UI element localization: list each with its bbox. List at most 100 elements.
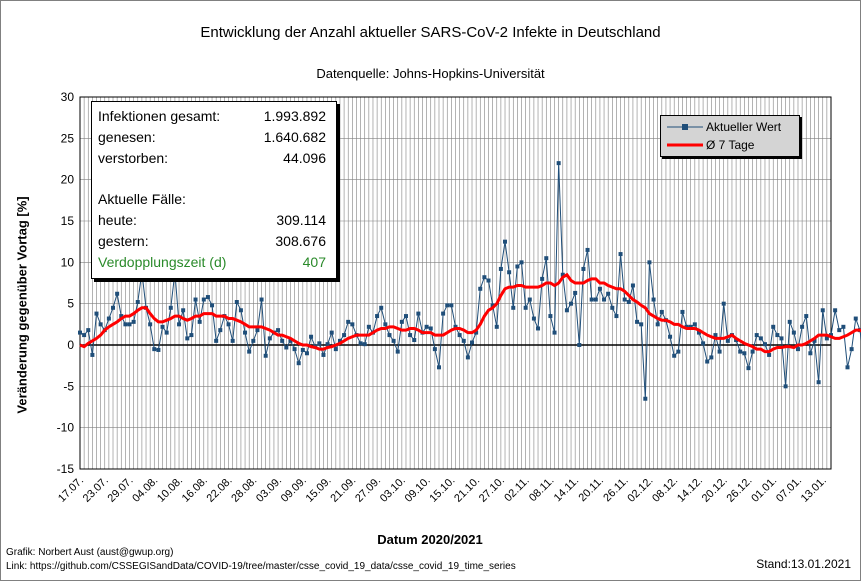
data-point bbox=[193, 297, 198, 302]
data-point bbox=[218, 328, 223, 333]
data-point bbox=[696, 330, 701, 335]
data-point bbox=[837, 328, 842, 333]
data-point bbox=[750, 349, 755, 354]
series-line-7-tage bbox=[79, 272, 861, 354]
x-tick-label: 27.09. bbox=[353, 475, 383, 505]
data-point bbox=[106, 316, 111, 321]
data-point bbox=[560, 272, 565, 277]
heute-label: heute: bbox=[98, 212, 137, 228]
data-point bbox=[643, 396, 648, 401]
x-tick-label: 28.08. bbox=[229, 475, 259, 505]
x-tick-label: 02.12. bbox=[625, 475, 655, 505]
verstorben-row: verstorben: 44.096 bbox=[98, 150, 326, 168]
data-point bbox=[300, 347, 305, 352]
data-point bbox=[787, 319, 792, 324]
data-point bbox=[391, 338, 396, 343]
y-tick-label: -5 bbox=[63, 379, 74, 393]
data-point bbox=[651, 297, 656, 302]
data-point bbox=[366, 324, 371, 329]
data-point bbox=[573, 290, 578, 295]
statistics-box: Infektionen gesamt: 1.993.892 genesen: 1… bbox=[91, 101, 337, 279]
data-point bbox=[115, 291, 120, 296]
y-tick-label: -15 bbox=[57, 462, 75, 476]
data-point bbox=[544, 256, 549, 261]
data-point bbox=[362, 342, 367, 347]
heute-row: heute: 309.114 bbox=[98, 212, 326, 230]
y-tick-label: 15 bbox=[61, 214, 75, 228]
x-tick-label: 01.01. bbox=[749, 475, 779, 505]
data-point bbox=[201, 297, 206, 302]
data-point bbox=[548, 314, 553, 319]
data-point bbox=[185, 336, 190, 341]
data-point bbox=[668, 334, 673, 339]
data-point bbox=[251, 338, 256, 343]
data-point bbox=[503, 239, 508, 244]
data-point bbox=[808, 351, 813, 356]
data-point bbox=[284, 345, 289, 350]
data-point bbox=[816, 380, 821, 385]
x-tick-label: 08.12. bbox=[650, 475, 680, 505]
x-tick-label: 16.08. bbox=[180, 475, 210, 505]
data-point bbox=[783, 384, 788, 389]
data-point bbox=[841, 324, 846, 329]
x-tick-label: 29.07. bbox=[106, 475, 136, 505]
x-tick-label: 21.10. bbox=[452, 475, 482, 505]
data-point bbox=[581, 266, 586, 271]
data-point bbox=[804, 314, 809, 319]
data-point bbox=[833, 308, 838, 313]
data-point bbox=[148, 322, 153, 327]
data-point bbox=[399, 319, 404, 324]
data-point bbox=[523, 305, 528, 310]
data-point bbox=[800, 324, 805, 329]
data-point bbox=[746, 366, 751, 371]
data-point bbox=[709, 355, 714, 360]
data-point bbox=[556, 161, 561, 166]
data-point bbox=[346, 319, 351, 324]
data-point bbox=[226, 322, 231, 327]
data-point bbox=[552, 330, 557, 335]
data-point bbox=[680, 309, 685, 314]
data-point bbox=[214, 338, 219, 343]
data-point bbox=[189, 333, 194, 338]
data-point bbox=[470, 340, 475, 345]
data-point bbox=[160, 324, 165, 329]
infektionen-label: Infektionen gesamt: bbox=[98, 108, 221, 124]
data-point bbox=[775, 333, 780, 338]
data-point bbox=[762, 342, 767, 347]
legend-label-aktueller-wert: Aktueller Wert bbox=[706, 120, 782, 134]
stand-date: Stand:13.01.2021 bbox=[756, 557, 851, 571]
data-point bbox=[119, 314, 124, 319]
data-point bbox=[474, 330, 479, 335]
data-point bbox=[111, 305, 116, 310]
y-tick-label: 30 bbox=[61, 90, 75, 104]
data-point bbox=[441, 311, 446, 316]
x-tick-label: 07.01. bbox=[774, 475, 804, 505]
data-point bbox=[408, 333, 413, 338]
data-point bbox=[156, 347, 161, 352]
data-point bbox=[333, 347, 338, 352]
data-point bbox=[78, 330, 82, 335]
data-point bbox=[795, 347, 800, 352]
data-point bbox=[853, 316, 858, 321]
genesen-value: 1.640.682 bbox=[263, 129, 326, 145]
data-point bbox=[403, 314, 408, 319]
data-point bbox=[618, 252, 623, 257]
data-point bbox=[325, 342, 330, 347]
legend-item-durchschnitt: Ø 7 Tage bbox=[661, 136, 799, 154]
chart-subtitle: Datenquelle: Johns-Hopkins-Universität bbox=[316, 66, 545, 81]
data-point bbox=[829, 333, 833, 338]
data-point bbox=[255, 328, 260, 333]
data-point bbox=[655, 322, 660, 327]
x-tick-label: 13.01. bbox=[799, 475, 829, 505]
data-point bbox=[593, 297, 598, 302]
x-tick-label: 15.10. bbox=[427, 475, 457, 505]
data-point bbox=[519, 260, 524, 265]
data-point bbox=[358, 341, 363, 346]
data-point bbox=[626, 300, 631, 305]
data-point bbox=[630, 283, 635, 288]
x-tick-label: 15.09. bbox=[304, 475, 334, 505]
data-point bbox=[622, 297, 627, 302]
data-point bbox=[321, 352, 326, 357]
data-point bbox=[387, 333, 392, 338]
x-tick-label: 27.10. bbox=[477, 475, 507, 505]
